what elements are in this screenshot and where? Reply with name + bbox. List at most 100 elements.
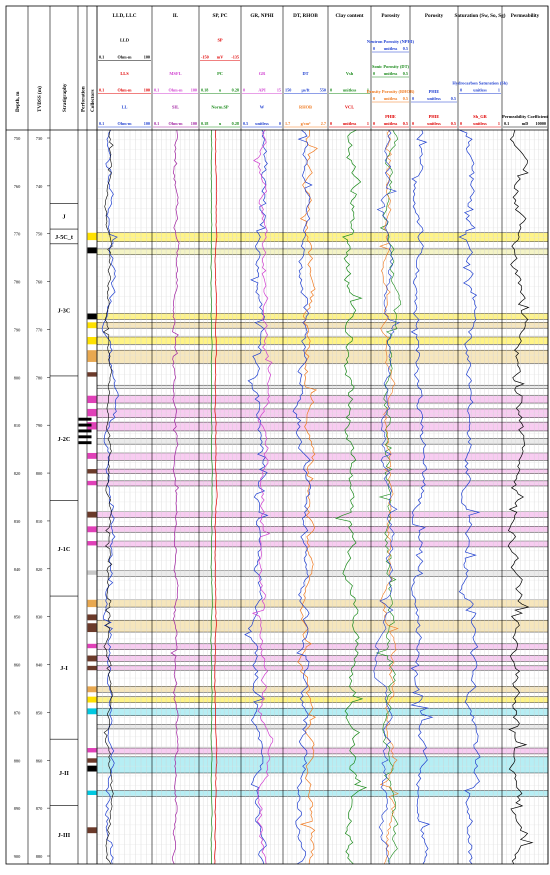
curve-sh [458,129,481,865]
collector-29 [87,790,97,796]
lithology-zone-29 [97,790,548,797]
collector-2 [87,313,97,320]
lithology-zone-3 [97,322,548,329]
perforation-3 [78,435,92,439]
lithology-zone-13 [97,480,548,486]
lithology-zone-25 [97,708,548,716]
curve-phie [410,129,434,865]
collector-12 [87,480,97,486]
depth-tvdss-tick-11: 840 [36,663,43,668]
curve-gr [251,129,274,865]
curve-name-t0-0: LLD [120,38,129,43]
scale-min-t6-3: 0 [373,121,375,126]
scale-max-t0-1: 100 [144,54,150,59]
curve-name-t3-4: W [260,104,265,109]
strat-label-4: J-1C [58,546,71,553]
header-stratigraphy: Stratigraphy [62,83,68,112]
header-depth-md: Depth, m [15,91,21,112]
curve-name-t7-2: PHIE [429,89,440,94]
scale-max-t4-5: 2.7 [321,121,326,126]
lithology-zone-8 [97,408,548,418]
lithology-zone-6 [97,385,548,389]
depth-tvdss-tick-15: 880 [36,854,43,859]
curve-name-t1-4: SIL [172,104,179,109]
curve-name-t6-1: Sonic Porosity (DT) [372,64,410,69]
lithology-zone-18 [97,599,548,608]
scale-min-t3-3: 0 [243,88,245,93]
lithology-zone-0 [97,232,548,242]
scale-min-t0-5: 0.1 [99,121,104,126]
strat-label-2: J-3C [58,307,71,314]
track-title-6: Porosity [381,13,400,19]
lithology-zone-14 [97,511,548,518]
scale-min-t4-3: 150 [285,88,291,93]
depth-tvdss-tick-8: 810 [36,519,43,524]
depth-tvdss-tick-0: 730 [36,136,43,141]
curve-name-t0-2: LLS [120,71,129,76]
collector-27 [87,758,97,763]
collector-5 [87,350,97,362]
curve-name-t8-2: Sh_GR [473,114,487,119]
collector-18 [87,614,97,621]
scale-min-t2-1: -150 [201,54,209,59]
scale-min-t1-3: 0.1 [154,88,159,93]
scale-unit-t6-3: unitless [384,121,398,126]
scale-unit-t1-3: Ohm·m [169,88,183,93]
scale-min-t7-2: 0 [412,96,414,101]
collector-19 [87,623,97,633]
curve-name-t3-2: GR [259,71,266,76]
curve-name-t8-1: Hydrocarbon Saturation (Sh) [452,81,508,86]
depth-tvdss-tick-3: 760 [36,280,43,285]
depth-md-tick-13: 880 [14,758,21,763]
perforation-2 [78,429,92,433]
collector-9 [87,422,97,430]
collector-26 [87,748,97,753]
scale-unit-t0-1: Ohm·m [118,54,132,59]
lithology-zone-17 [97,570,548,577]
depth-tvdss-tick-10: 830 [36,615,43,620]
depth-md-tick-6: 810 [14,423,21,428]
lithology-zone-7 [97,395,548,404]
perforation-column [78,417,92,445]
depth-tvdss-tick-7: 800 [36,471,43,476]
curve-name-t4-2: DT [302,71,308,76]
lithology-zones [97,232,548,797]
scale-max-t6-3: 0.5 [403,121,408,126]
depth-tvdss-tick-2: 750 [36,232,43,237]
lithology-zone-24 [97,696,548,703]
scale-max-t6-1: 0.5 [403,71,408,76]
scale-max-t5-3: 1 [367,88,369,93]
lithology-zone-2 [97,313,548,320]
scale-unit-t5-3: unitless [343,88,357,93]
collector-20 [87,643,97,649]
scale-min-t0-1: 0.1 [99,54,104,59]
scale-max-t2-5: 0.28 [232,121,239,126]
collector-28 [87,765,97,772]
collector-24 [87,696,97,703]
collector-8 [87,408,97,417]
scale-min-t0-3: 0.1 [99,88,104,93]
strat-label-3: J-2C [58,436,71,443]
scale-max-t2-1: -135 [231,54,239,59]
depth-md-tick-15: 900 [14,854,21,859]
lithology-zone-10 [97,438,548,445]
curve-name-t6-3: PHIE [385,114,396,119]
lithology-zone-28 [97,756,548,773]
strat-label-6: J-II [59,770,70,777]
scale-max-t2-3: 0.28 [232,88,239,93]
collector-15 [87,541,97,546]
collector-13 [87,511,97,518]
collector-10 [87,452,97,459]
scale-max-t8-1: 1 [498,88,500,93]
track-title-4: DT, RHOB [293,13,318,19]
curve-name-t5-4: VCL [345,104,354,109]
scale-min-t2-3: 0.18 [201,88,208,93]
scale-max-t0-3: 100 [144,88,150,93]
scale-unit-t6-1: unitless [384,71,398,76]
track-title-2: SP, PC [212,13,227,19]
collector-22 [87,665,97,671]
curve-name-t1-2: MSFL [169,71,181,76]
depth-axes: 750 730 760 740 770 750 780 760 790 770 800 780 810 7… [14,136,50,859]
scale-max-t3-5: 0 [279,121,281,126]
lithology-zone-9 [97,422,548,431]
